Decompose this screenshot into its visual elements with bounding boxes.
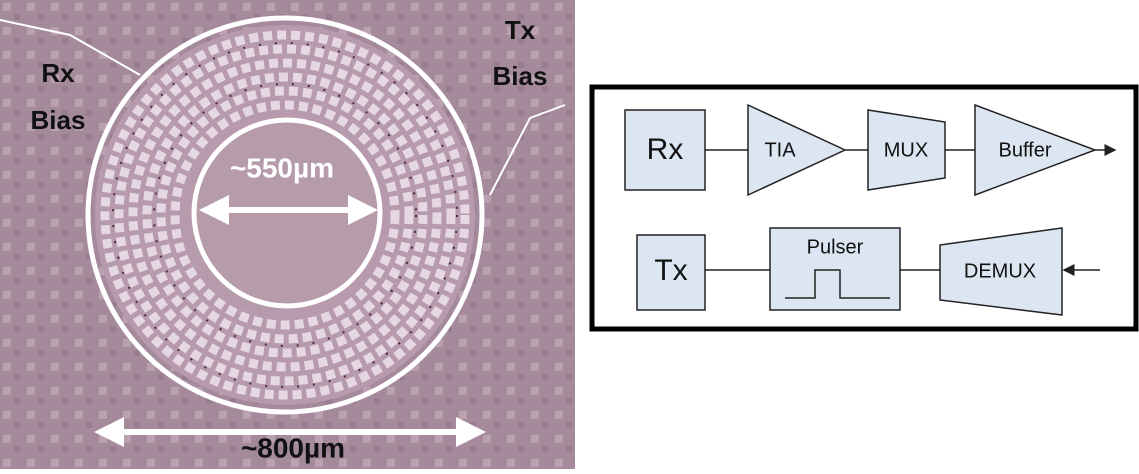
- figure: Rx Bias Tx Bias ~550µm ~800µm Rx TIA MUX…: [0, 0, 1139, 469]
- block-label: DEMUX: [964, 260, 1036, 282]
- block-label: Pulser: [807, 236, 864, 258]
- tx-bias-label: Tx: [505, 15, 536, 45]
- block-label: Buffer: [999, 139, 1052, 161]
- block-diagram: Rx TIA MUX Buffer Tx Pulser DEMUX: [592, 87, 1136, 329]
- page: Rx Bias Tx Bias ~550µm ~800µm Rx TIA MUX…: [0, 0, 1139, 469]
- block-label: Tx: [654, 254, 687, 287]
- rx-bias-label: Rx: [41, 58, 75, 88]
- block-label: TIA: [764, 139, 796, 161]
- block-label: Rx: [647, 133, 684, 166]
- inner-diameter-label: ~550µm: [230, 152, 334, 183]
- outer-diameter-label: ~800µm: [241, 432, 345, 463]
- micrograph: Rx Bias Tx Bias ~550µm ~800µm: [0, 0, 575, 469]
- block-label: MUX: [884, 139, 928, 161]
- rx-bias-label: Bias: [31, 105, 86, 135]
- tx-bias-label: Bias: [493, 61, 548, 91]
